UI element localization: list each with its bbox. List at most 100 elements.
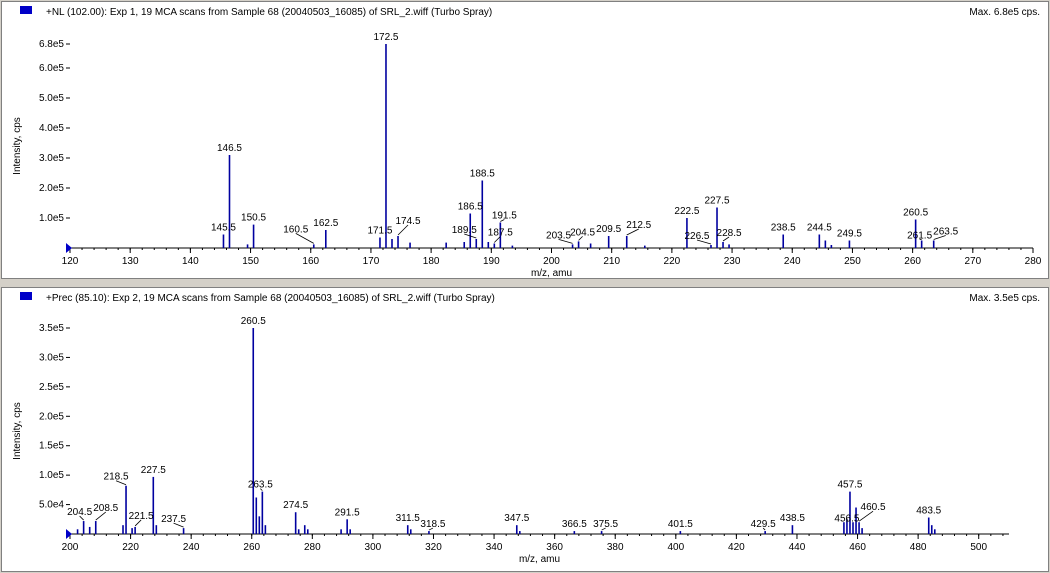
peak-label: 263.5 [248,480,273,491]
peak-label: 311.5 [396,513,421,524]
x-axis-label: m/z, amu [519,554,560,565]
peak-label-leader [428,527,434,531]
x-tick-label: 500 [970,542,987,553]
peak-label: 438.5 [780,513,805,524]
peak-label: 401.5 [668,519,693,530]
peak-label: 204.5 [570,227,595,238]
y-tick-label: 4.0e5 [39,123,64,134]
y-tick-label: 6.8e5 [39,39,64,50]
chart-title: +NL (102.00): Exp 1, 19 MCA scans from S… [46,7,493,18]
x-tick-label: 260 [904,256,921,267]
x-tick-label: 240 [183,542,200,553]
peak-label: 188.5 [470,169,495,180]
y-tick-label: 5.0e5 [39,93,64,104]
peak-label: 146.5 [217,143,242,154]
spectrum-plot-nl[interactable]: 120 130 140 150 160 170 180 190 200 210 220 230 240 2… [2,2,1048,278]
y-tick-label: 3.0e5 [39,352,64,363]
peak-label: 150.5 [241,213,266,224]
peak-label-leader [858,510,874,522]
peak-label: 191.5 [492,211,517,222]
spectrum-panel-nl: +NL (102.00): Exp 1, 19 MCA scans from S… [1,1,1049,279]
x-tick-label: 260 [243,542,260,553]
peak-label-leader [95,511,106,521]
x-tick-label: 280 [304,542,321,553]
x-tick-label: 220 [664,256,681,267]
peak-label-leader [494,236,501,243]
series-color-marker [20,292,32,300]
origin-marker [66,529,72,539]
x-tick-label: 400 [667,542,684,553]
peak-label-leader [260,488,263,491]
peak-label: 483.5 [916,506,941,517]
y-tick-label: 2.0e5 [39,183,64,194]
peak-label: 189.5 [452,225,477,236]
peak-label-leader [933,235,946,240]
peak-label: 460.5 [861,502,886,513]
max-intensity-label: Max. 6.8e5 cps. [969,7,1040,18]
y-tick-label: 2.0e5 [39,411,64,422]
peak-label: 162.5 [313,218,338,229]
x-tick-label: 280 [1025,256,1042,267]
peak-label: 318.5 [420,519,445,530]
peak-label: 227.5 [705,196,730,207]
peak-label: 249.5 [837,229,862,240]
x-tick-label: 480 [910,542,927,553]
x-tick-label: 120 [62,256,79,267]
y-tick-label: 3.0e5 [39,153,64,164]
chart-title: +Prec (85.10): Exp 2, 19 MCA scans from … [46,293,495,304]
peak-label: 274.5 [283,500,308,511]
x-tick-label: 250 [844,256,861,267]
x-tick-label: 220 [122,542,139,553]
y-tick-label: 1.0e5 [39,470,64,481]
spectrum-panel-prec: +Prec (85.10): Exp 2, 19 MCA scans from … [1,287,1049,572]
peak-label: 222.5 [674,206,699,217]
x-tick-label: 270 [964,256,981,267]
peak-label: 456.5 [834,513,859,524]
x-tick-label: 200 [543,256,560,267]
peak-label: 457.5 [837,480,862,491]
peak-label: 261.5 [907,231,932,242]
peak-label: 218.5 [104,472,129,483]
y-axis-label: Intensity, cps [12,117,23,175]
peak-label-leader [626,228,639,236]
peak-label-leader [722,236,730,242]
x-tick-label: 340 [486,542,503,553]
x-tick-label: 210 [603,256,620,267]
peak-label: 347.5 [504,513,529,524]
peak-label: 260.5 [903,208,928,219]
x-axis-label: m/z, amu [531,268,572,278]
peak-label-leader [134,519,142,527]
series-color-marker [20,6,32,14]
peak-label-leader [601,527,606,531]
x-tick-label: 200 [62,542,79,553]
x-tick-label: 240 [784,256,801,267]
y-tick-label: 2.5e5 [39,382,64,393]
peak-label: 291.5 [335,507,360,518]
max-intensity-label: Max. 3.5e5 cps. [969,293,1040,304]
peak-label: 187.5 [488,228,513,239]
x-tick-label: 320 [425,542,442,553]
x-tick-label: 420 [728,542,745,553]
peak-label: 203.5 [546,230,571,241]
peak-label-leader [558,239,573,244]
peak-label-leader [173,522,184,528]
x-tick-label: 460 [849,542,866,553]
peak-label: 226.5 [684,231,709,242]
peak-label: 238.5 [771,223,796,234]
spectrum-plot-prec[interactable]: 200 220 240 260 280 300 320 340 360 380 400 420 440 4… [2,288,1048,571]
peak-label-leader [79,515,84,521]
peak-label: 186.5 [458,202,483,213]
peak-label: 212.5 [626,220,651,231]
y-axis-label: Intensity, cps [12,402,23,460]
x-tick-label: 130 [122,256,139,267]
x-tick-label: 140 [182,256,199,267]
peak-label-leader [464,233,477,239]
x-tick-label: 150 [242,256,259,267]
x-tick-label: 380 [607,542,624,553]
peak-label: 228.5 [717,228,742,239]
peak-label: 209.5 [596,224,621,235]
peak-label: 208.5 [93,503,118,514]
peak-label: 171.5 [367,226,392,237]
peak-label: 172.5 [373,32,398,43]
peak-label-leader [115,480,127,486]
